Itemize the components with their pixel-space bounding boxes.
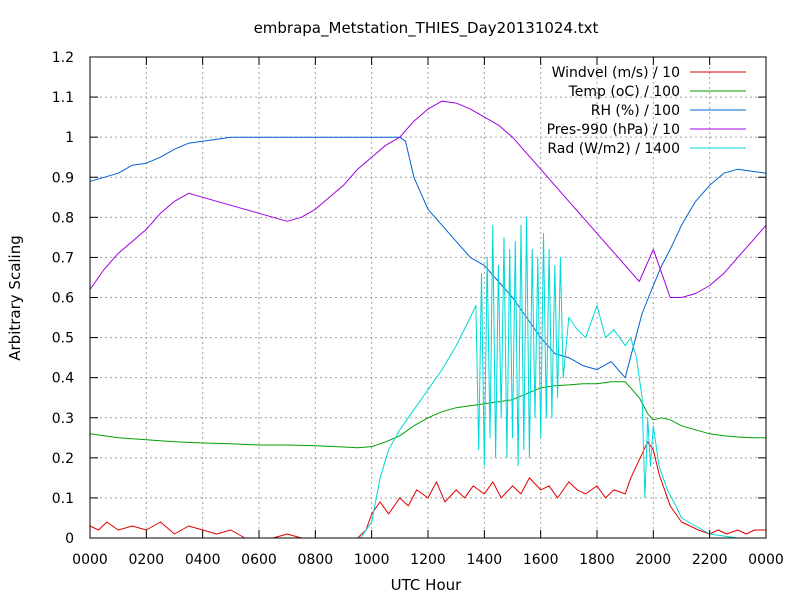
x-tick-label: 1400 (467, 552, 503, 568)
x-axis-label: UTC Hour (391, 576, 462, 594)
series-line (90, 216, 766, 539)
x-tick-label: 1800 (579, 552, 615, 568)
y-tick-label: 1.2 (52, 50, 74, 66)
y-tick-label: 0.9 (52, 170, 74, 186)
y-tick-label: 1.1 (52, 90, 74, 106)
x-tick-label: 0600 (241, 552, 277, 568)
y-tick-label: 0 (65, 531, 74, 547)
y-tick-label: 0.1 (52, 491, 74, 507)
legend-label: Pres-990 (hPa) / 10 (547, 122, 680, 138)
legend: Windvel (m/s) / 10 Temp (oC) / 100 RH (%) … (547, 65, 746, 157)
legend-label: Temp (oC) / 100 (568, 84, 680, 100)
x-tick-label: 1200 (410, 552, 446, 568)
y-axis-label: Arbitrary Scaling (6, 235, 24, 361)
y-tick-label: 0.7 (52, 250, 74, 266)
legend-label: Rad (W/m2) / 1400 (547, 141, 680, 157)
chart-title: embrapa_Metstation_THIES_Day20131024.txt (254, 19, 599, 38)
x-tick-label: 0000 (72, 552, 108, 568)
y-tick-label: 0.3 (52, 411, 74, 427)
x-tick-label: 2200 (692, 552, 728, 568)
legend-label: RH (%) / 100 (591, 103, 680, 119)
x-tick-label: 0200 (129, 552, 165, 568)
y-tick-label: 0.8 (52, 210, 74, 226)
series-line (89, 100, 767, 298)
series-line (89, 136, 767, 379)
series-lines (89, 100, 767, 539)
x-tick-label: 1600 (523, 552, 559, 568)
y-tick-label: 0.5 (52, 331, 74, 347)
series-line (89, 381, 766, 449)
x-tick-label: 0400 (185, 552, 221, 568)
axis-ticks: 0 0.1 0.2 0.3 0.4 0.5 0.6 0.7 0.8 0.9 1 1.1 1.2 0000 0… (52, 50, 784, 568)
y-tick-label: 0.6 (52, 291, 74, 307)
series-line (89, 441, 766, 539)
y-tick-label: 0.2 (52, 451, 74, 467)
legend-label: Windvel (m/s) / 10 (552, 65, 680, 81)
x-tick-label: 0000 (748, 552, 784, 568)
x-tick-label: 0800 (298, 552, 334, 568)
x-tick-label: 2000 (636, 552, 672, 568)
x-tick-label: 1000 (354, 552, 390, 568)
y-tick-label: 1 (65, 130, 74, 146)
y-tick-label: 0.4 (52, 371, 74, 387)
